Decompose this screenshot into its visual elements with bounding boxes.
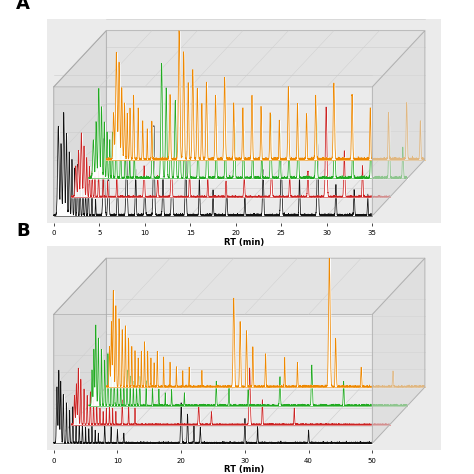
Text: B: B [16, 222, 29, 240]
Text: A: A [16, 0, 30, 13]
Polygon shape [54, 258, 106, 443]
X-axis label: RT (min): RT (min) [224, 465, 264, 474]
Polygon shape [373, 258, 425, 443]
Polygon shape [373, 31, 425, 216]
Polygon shape [54, 31, 425, 87]
X-axis label: RT (min): RT (min) [224, 238, 264, 247]
Polygon shape [54, 31, 106, 216]
Polygon shape [54, 258, 425, 314]
